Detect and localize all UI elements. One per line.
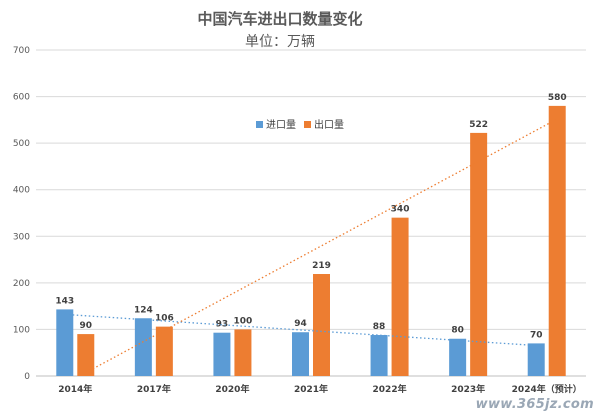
bar-import	[449, 338, 467, 376]
bar-import	[134, 318, 152, 376]
bar-import	[370, 335, 388, 376]
y-tick-label: 400	[13, 186, 30, 196]
y-tick-label: 200	[13, 279, 30, 289]
legend-swatch	[304, 121, 311, 128]
data-label: 80	[451, 326, 464, 336]
bar-export	[155, 326, 173, 376]
x-tick-label: 2023年	[451, 383, 485, 395]
legend-swatch	[256, 121, 263, 128]
x-tick-label: 2020年	[215, 383, 249, 395]
bar-import	[527, 343, 545, 376]
legend-label: 进口量	[266, 119, 296, 131]
bar-export	[470, 132, 488, 376]
trendline-export	[85, 118, 558, 374]
data-label: 124	[134, 305, 153, 315]
y-tick-label: 300	[13, 232, 30, 242]
x-tick-label: 2017年	[137, 383, 171, 395]
data-label: 522	[469, 120, 488, 130]
bar-import	[213, 332, 231, 376]
bar-export	[548, 105, 566, 376]
chart-title: 中国汽车进出口数量变化	[197, 10, 363, 28]
x-tick-label: 2024年（预计）	[512, 383, 582, 395]
trendline-import	[64, 313, 537, 347]
data-label: 580	[548, 93, 567, 103]
data-label: 143	[55, 296, 74, 306]
watermark: www.365jz.com	[475, 397, 594, 412]
bar-export	[77, 334, 95, 376]
data-label: 219	[312, 261, 331, 271]
data-label: 100	[234, 316, 253, 326]
x-tick-label: 2021年	[294, 383, 328, 395]
x-tick-label: 2022年	[373, 383, 407, 395]
chart-subtitle: 单位：万辆	[245, 34, 315, 50]
bar-export	[391, 217, 409, 376]
data-label: 340	[391, 205, 410, 215]
x-tick-label: 2014年	[58, 383, 92, 395]
y-tick-label: 100	[13, 325, 30, 335]
bar-export	[313, 274, 330, 376]
data-label: 90	[80, 321, 93, 331]
y-tick-label: 600	[13, 93, 30, 103]
bar-import	[56, 309, 74, 376]
y-tick-label: 500	[13, 139, 30, 149]
data-label: 70	[530, 330, 543, 340]
bar-import	[292, 332, 309, 376]
bar-export	[234, 329, 252, 376]
data-label: 94	[294, 319, 307, 329]
y-tick-label: 0	[24, 372, 30, 382]
data-label: 88	[373, 322, 386, 332]
legend-label: 出口量	[314, 118, 344, 131]
y-tick-label: 700	[13, 46, 30, 56]
data-label: 106	[155, 314, 174, 324]
